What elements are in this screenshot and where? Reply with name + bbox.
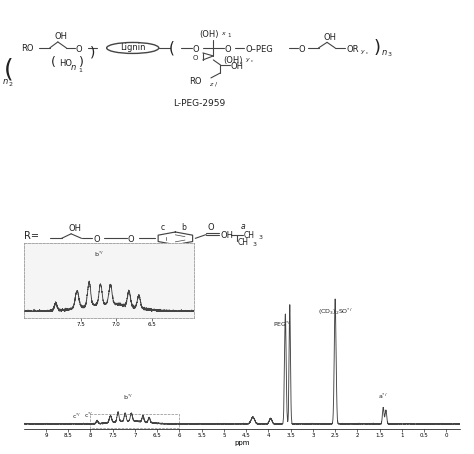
Text: c$^{*/}$: c$^{*/}$ [83,411,93,420]
Text: OH: OH [231,62,244,71]
Text: y: y [245,57,249,62]
Text: 2: 2 [8,82,12,88]
Text: ): ) [90,46,95,60]
Text: b$^{*/}$: b$^{*/}$ [93,250,103,259]
Text: OH: OH [68,224,81,233]
Text: Lignin: Lignin [120,44,146,53]
Text: a$^{*/}$: a$^{*/}$ [378,392,388,401]
Text: (: ( [51,56,55,69]
Text: HO: HO [59,59,72,68]
Text: PEG$^{*/}$: PEG$^{*/}$ [273,319,291,329]
Text: O: O [193,45,200,54]
Text: CH: CH [238,238,249,247]
Text: (OH): (OH) [224,56,243,65]
Text: n: n [71,64,76,73]
Text: OH: OH [54,32,67,41]
Text: (: ( [4,58,13,82]
Text: y: y [360,49,364,54]
Bar [91,414,179,429]
Text: n: n [2,77,8,86]
Text: x: x [221,31,225,36]
Text: ': ' [365,51,367,57]
Text: /: / [215,82,217,87]
Text: OH: OH [220,231,233,240]
Text: L-PEG-2959: L-PEG-2959 [173,99,225,109]
Text: O: O [192,54,198,60]
Text: O: O [93,235,100,244]
Text: ): ) [374,39,380,57]
Text: OR: OR [346,45,358,54]
Text: O: O [299,45,305,54]
Text: CH: CH [244,231,255,240]
Text: c$^{*/}$: c$^{*/}$ [72,411,81,420]
Text: ': ' [250,59,252,65]
Text: (OH): (OH) [199,30,219,39]
Text: 1: 1 [78,69,82,74]
Text: z: z [210,82,213,87]
Text: 3: 3 [258,235,262,240]
Text: a: a [241,222,246,231]
Text: OH: OH [323,34,336,43]
Text: (CD$_3$)$_2$SO$^{*/}$: (CD$_3$)$_2$SO$^{*/}$ [318,307,353,317]
X-axis label: ppm: ppm [234,439,249,445]
Text: O–PEG: O–PEG [245,45,273,54]
Text: 1: 1 [227,34,230,39]
Text: O: O [225,45,231,54]
Text: c: c [160,223,164,232]
Text: O: O [208,223,214,232]
Text: RO: RO [190,77,202,86]
Text: R=: R= [24,231,39,241]
Text: b: b [181,223,186,232]
Text: b: b [181,245,186,254]
Text: c: c [160,246,164,255]
Text: n: n [382,48,387,57]
Text: 3: 3 [253,242,256,247]
Text: O: O [76,45,82,54]
Text: ): ) [79,56,84,69]
Text: RO: RO [21,44,34,54]
Text: 3: 3 [388,52,392,58]
Text: O: O [128,235,135,244]
Text: b$^{*/}$: b$^{*/}$ [123,393,133,402]
Text: (: ( [169,40,174,55]
